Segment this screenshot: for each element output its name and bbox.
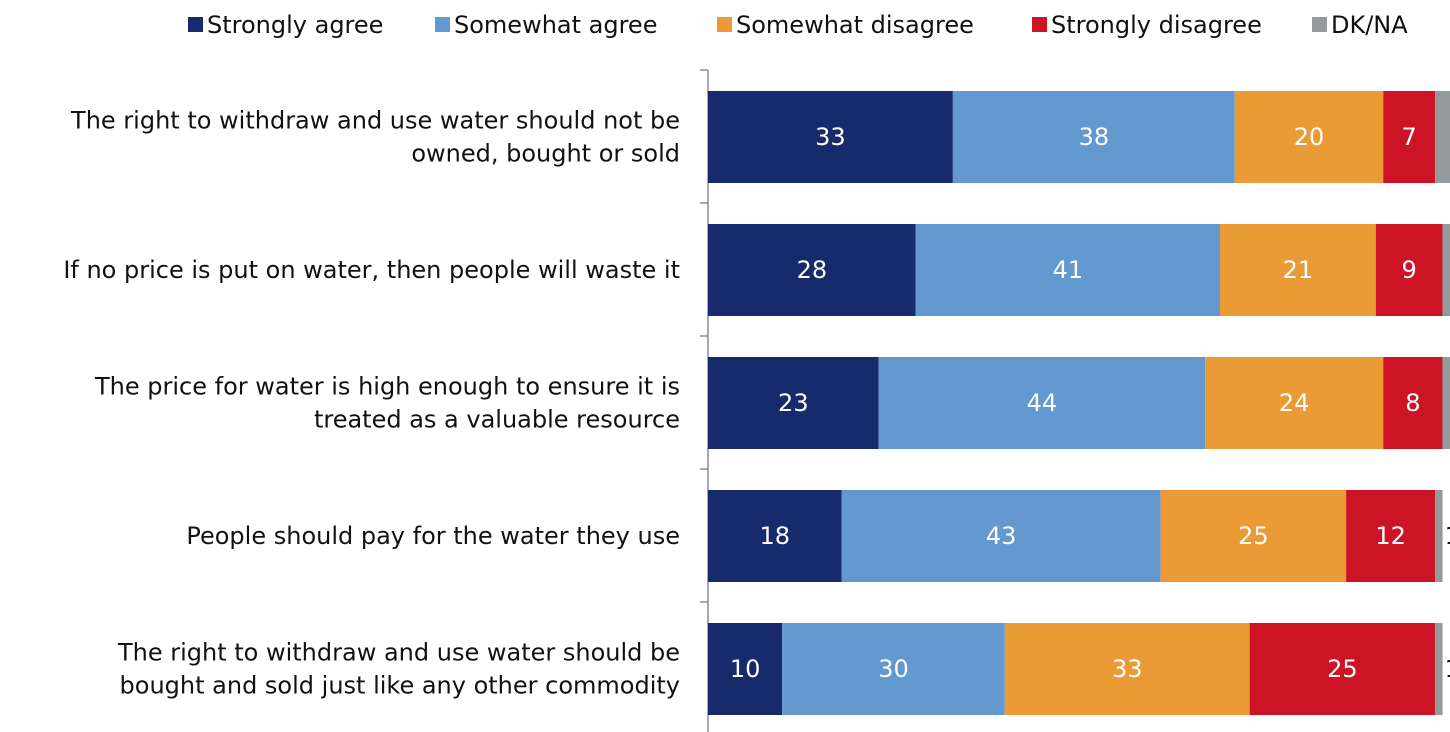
bar-strongly-agree — [708, 224, 916, 316]
value-label: 12 — [1375, 522, 1406, 550]
bar-dk-na — [1435, 623, 1443, 715]
value-label: 30 — [878, 655, 909, 683]
value-label: 23 — [778, 389, 809, 417]
category-label: The right to withdraw and use water shou… — [117, 639, 680, 700]
legend-swatch-strongly-agree — [188, 17, 203, 32]
value-label: 41 — [1053, 256, 1084, 284]
legend-swatch-somewhat-agree — [435, 17, 450, 32]
value-label: 10 — [730, 655, 761, 683]
bar-somewhat-agree — [782, 623, 1005, 715]
y-axis — [700, 69, 709, 732]
bar-somewhat-agree — [841, 490, 1161, 582]
legend-label-strongly-disagree: Strongly disagree — [1051, 11, 1262, 39]
value-label: 44 — [1027, 389, 1058, 417]
legend-label-strongly-agree: Strongly agree — [207, 11, 383, 39]
bar-strongly-disagree — [1383, 91, 1436, 183]
value-labels: 3338207228412191234424821843251211030332… — [730, 123, 1450, 683]
bar-dk-na — [1442, 357, 1450, 449]
value-label: 7 — [1402, 123, 1417, 151]
bar-somewhat-disagree — [1219, 224, 1376, 316]
bar-dk-na — [1435, 490, 1443, 582]
value-label: 20 — [1294, 123, 1325, 151]
category-label: The price for water is high enough to en… — [94, 373, 680, 434]
legend-swatch-strongly-disagree — [1032, 17, 1047, 32]
legend-swatch-somewhat-disagree — [717, 17, 732, 32]
value-label: 9 — [1402, 256, 1417, 284]
value-label: 24 — [1279, 389, 1310, 417]
value-label: 38 — [1079, 123, 1110, 151]
bars — [708, 91, 1450, 715]
bar-dk-na — [1435, 91, 1450, 183]
bar-somewhat-disagree — [1160, 490, 1347, 582]
value-label: 1 — [1445, 522, 1450, 550]
bar-somewhat-agree — [915, 224, 1220, 316]
legend-label-somewhat-agree: Somewhat agree — [454, 11, 657, 39]
value-label: 21 — [1283, 256, 1314, 284]
bar-strongly-agree — [708, 357, 879, 449]
category-label: If no price is put on water, then people… — [63, 256, 680, 284]
value-label: 25 — [1238, 522, 1269, 550]
value-label: 33 — [1112, 655, 1143, 683]
value-label: 8 — [1405, 389, 1420, 417]
bar-strongly-agree — [708, 623, 783, 715]
category-labels: The right to withdraw and use water shou… — [63, 107, 680, 700]
legend-swatch-dk-na — [1312, 17, 1327, 32]
bar-strongly-disagree — [1375, 224, 1443, 316]
bar-strongly-agree — [708, 490, 842, 582]
value-label: 1 — [1445, 655, 1450, 683]
value-label: 33 — [815, 123, 846, 151]
value-label: 25 — [1327, 655, 1358, 683]
bar-somewhat-disagree — [1234, 91, 1384, 183]
value-label: 43 — [986, 522, 1017, 550]
bar-strongly-disagree — [1249, 623, 1436, 715]
legend-label-dk-na: DK/NA — [1331, 11, 1408, 39]
bar-somewhat-disagree — [1004, 623, 1250, 715]
bar-strongly-agree — [708, 91, 953, 183]
bar-somewhat-agree — [952, 91, 1235, 183]
value-label: 18 — [760, 522, 791, 550]
category-label: The right to withdraw and use water shou… — [70, 107, 680, 168]
bar-dk-na — [1442, 224, 1450, 316]
bar-somewhat-agree — [878, 357, 1206, 449]
category-label: People should pay for the water they use — [186, 522, 680, 550]
legend: Strongly agree Somewhat agree Somewhat dis… — [188, 11, 1408, 39]
bar-strongly-disagree — [1346, 490, 1436, 582]
bar-strongly-disagree — [1383, 357, 1443, 449]
value-label: 28 — [797, 256, 828, 284]
bar-somewhat-disagree — [1205, 357, 1384, 449]
legend-label-somewhat-disagree: Somewhat disagree — [736, 11, 974, 39]
